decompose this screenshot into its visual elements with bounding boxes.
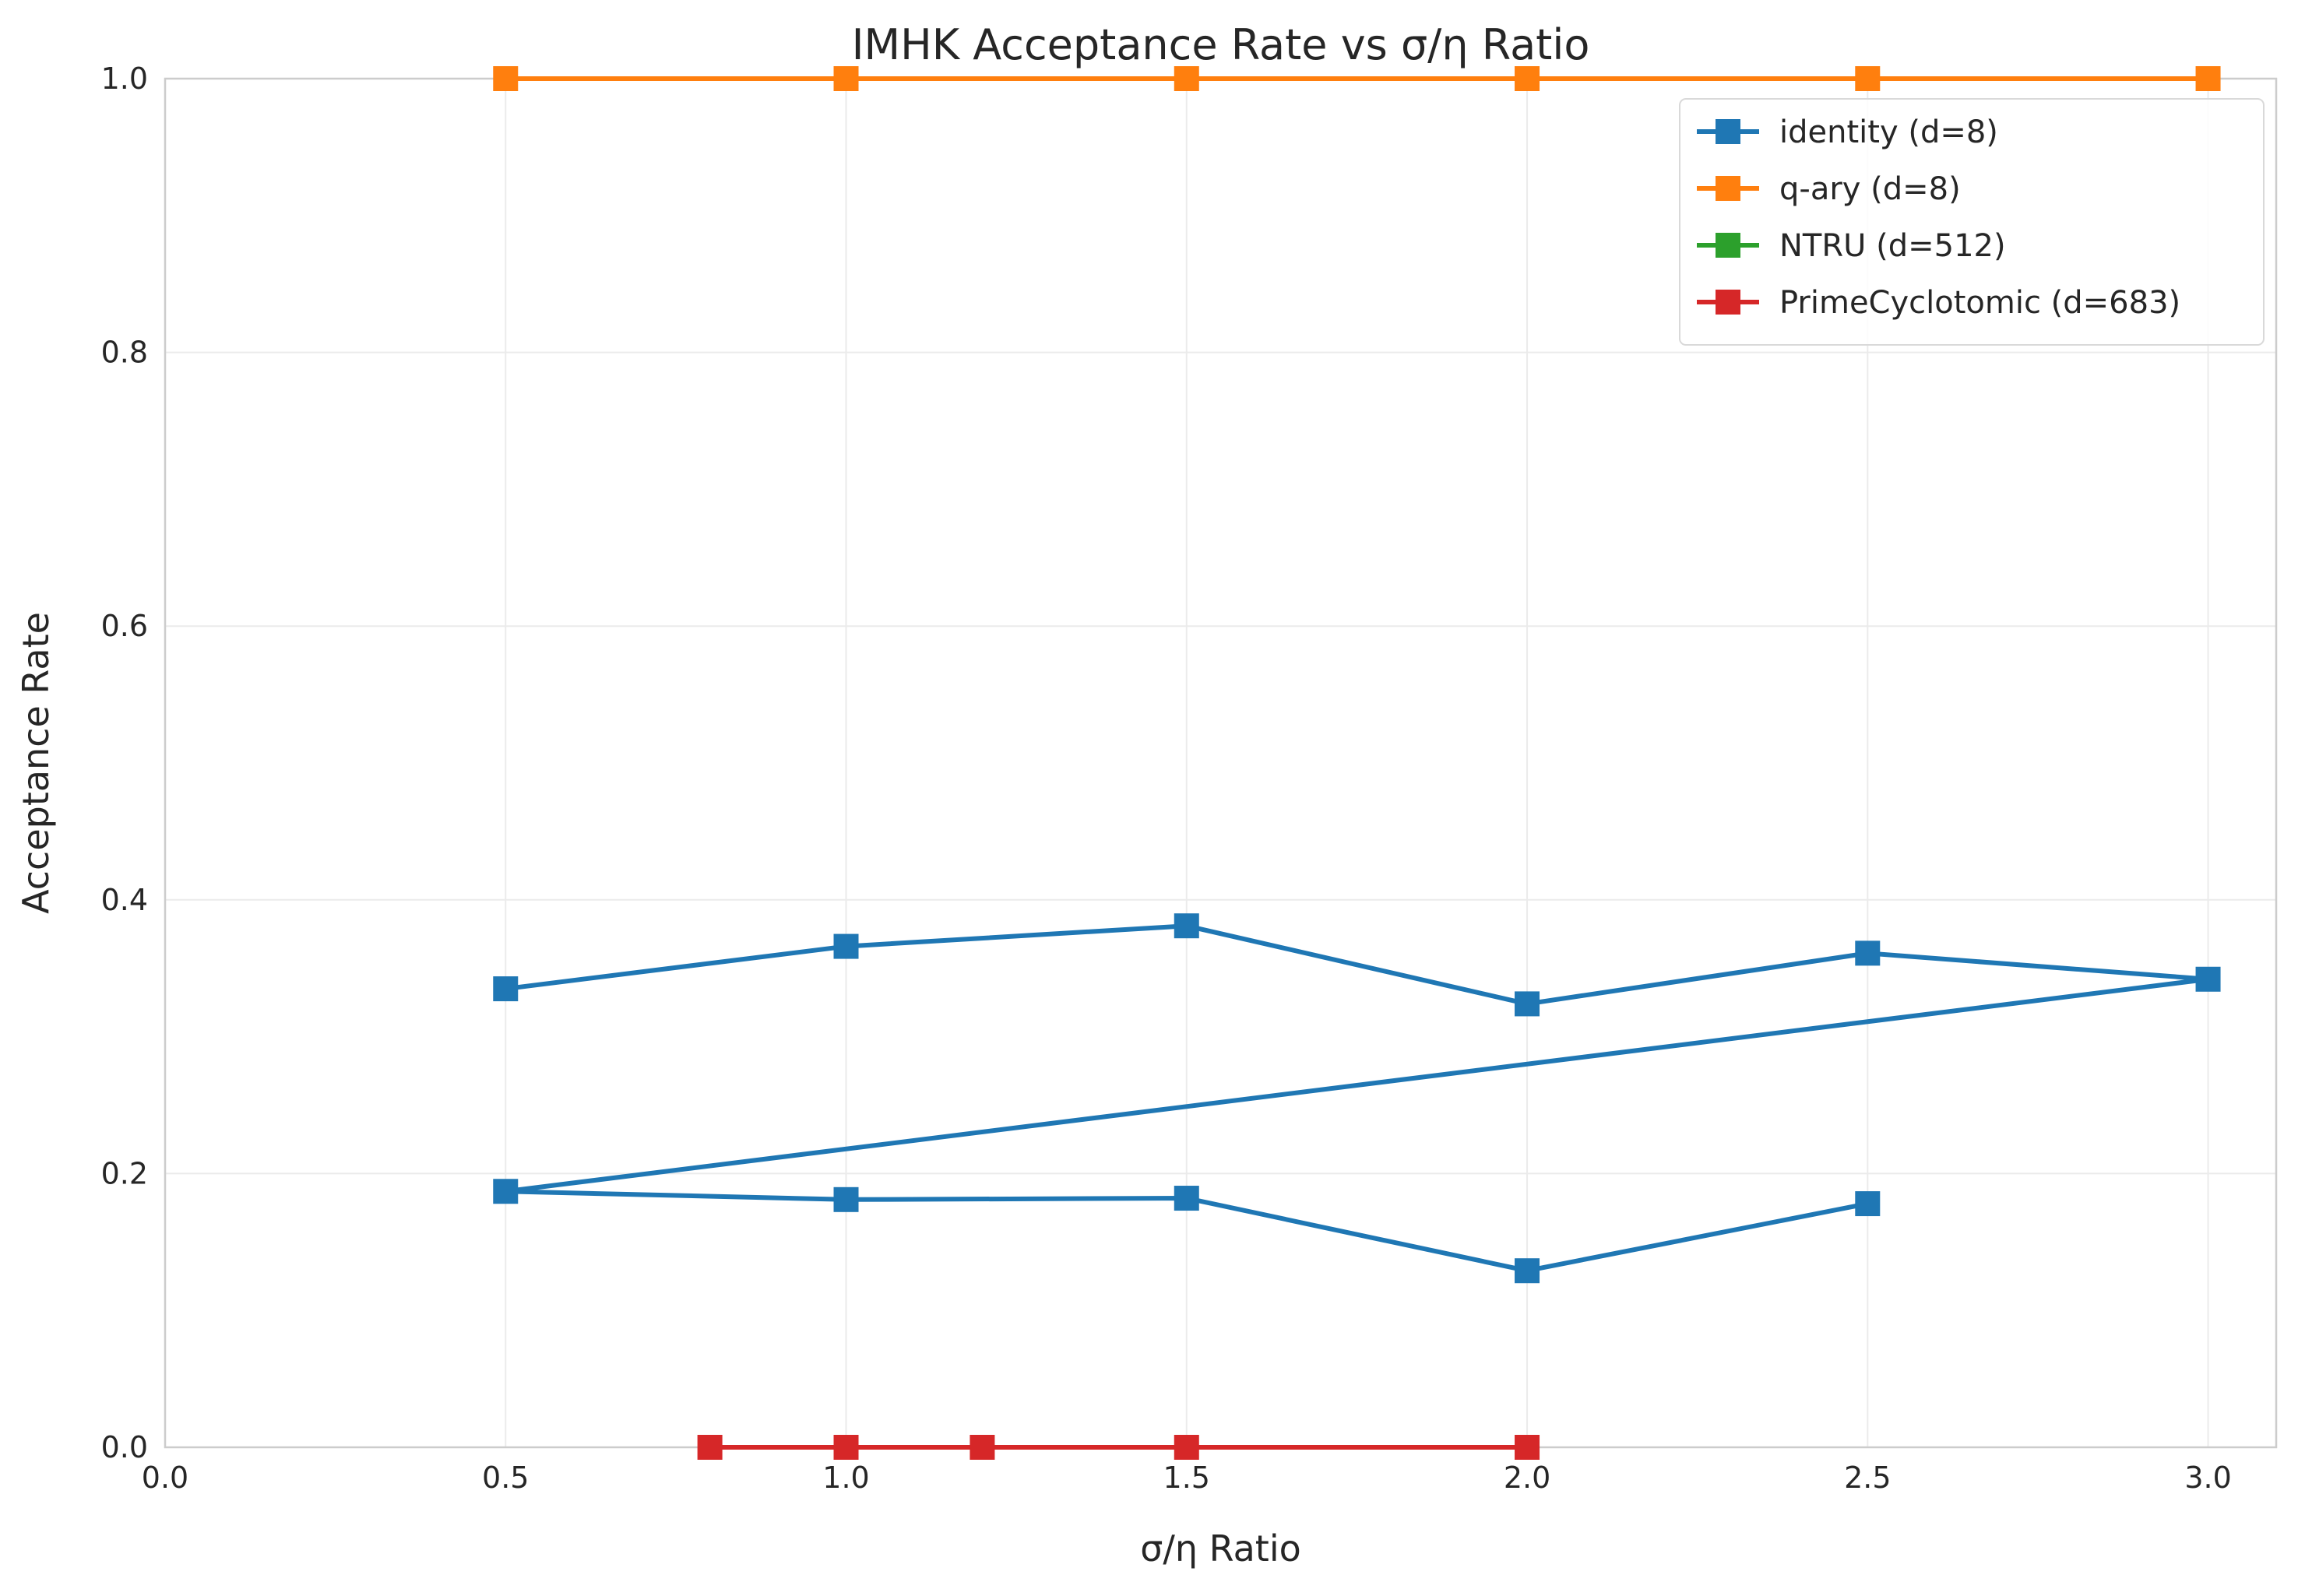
legend-label: NTRU (d=512) — [1779, 228, 2006, 264]
x-axis-title: σ/η Ratio — [1140, 1527, 1301, 1570]
legend-marker — [1716, 233, 1740, 258]
legend-item: identity (d=8) — [1697, 114, 1998, 150]
plot-area — [493, 66, 2221, 1460]
data-point — [493, 1179, 519, 1204]
data-point — [833, 66, 859, 91]
legend-item: NTRU (d=512) — [1697, 228, 2006, 264]
chart-title: IMHK Acceptance Rate vs σ/η Ratio — [852, 20, 1590, 69]
legend-label: PrimeCyclotomic (d=683) — [1779, 285, 2180, 321]
x-tick-label: 3.0 — [2184, 1461, 2231, 1495]
series-0 — [493, 913, 2221, 1284]
legend-marker — [1716, 176, 1740, 201]
data-point — [1174, 66, 1199, 91]
data-point — [1515, 1258, 1540, 1284]
data-point — [1515, 991, 1540, 1017]
data-point — [1855, 1191, 1881, 1217]
legend-marker — [1716, 290, 1740, 315]
x-tick-label: 0.5 — [482, 1461, 529, 1495]
x-tick-label: 2.5 — [1844, 1461, 1891, 1495]
x-tick-label: 1.0 — [822, 1461, 869, 1495]
tick-labels: 0.0 0.5 1.0 1.5 2.0 2.5 3.0 0.0 0.2 0.4 0.6 0.8 1.0 — [101, 62, 2232, 1495]
legend-label: q-ary (d=8) — [1779, 171, 1961, 207]
data-point — [833, 933, 859, 959]
y-tick-label: 0.0 — [101, 1430, 148, 1464]
x-tick-label: 0.0 — [142, 1461, 188, 1495]
legend-box — [1679, 98, 2265, 346]
data-point — [833, 1186, 859, 1212]
data-point — [833, 1435, 859, 1460]
data-point — [493, 66, 519, 91]
data-point — [1174, 913, 1199, 939]
legend-item: q-ary (d=8) — [1697, 171, 1961, 207]
x-tick-label: 1.5 — [1163, 1461, 1210, 1495]
data-point — [2195, 966, 2221, 992]
legend-item: PrimeCyclotomic (d=683) — [1697, 285, 2180, 321]
data-point — [697, 1435, 723, 1460]
y-tick-label: 0.6 — [101, 609, 148, 643]
data-point — [1855, 940, 1881, 966]
data-point — [970, 1435, 995, 1460]
y-axis-title: Acceptance Rate — [15, 612, 57, 914]
data-point — [493, 976, 519, 1002]
data-point — [1855, 66, 1881, 91]
y-tick-label: 0.4 — [101, 883, 148, 917]
legend-marker — [1716, 119, 1740, 144]
y-tick-label: 0.8 — [101, 336, 148, 370]
series-3 — [697, 1435, 1540, 1460]
data-point — [1515, 66, 1540, 91]
data-point — [1174, 1186, 1199, 1211]
data-point — [2195, 66, 2221, 91]
legend-label: identity (d=8) — [1779, 114, 1998, 150]
series-1 — [493, 66, 2221, 91]
legend: identity (d=8) q-ary (d=8) NTRU (d=512) Pri… — [1679, 98, 2265, 346]
y-tick-label: 0.2 — [101, 1156, 148, 1190]
y-tick-label: 1.0 — [101, 62, 148, 96]
data-point — [1515, 1435, 1540, 1460]
data-point — [1174, 1435, 1199, 1460]
x-tick-label: 2.0 — [1504, 1461, 1550, 1495]
